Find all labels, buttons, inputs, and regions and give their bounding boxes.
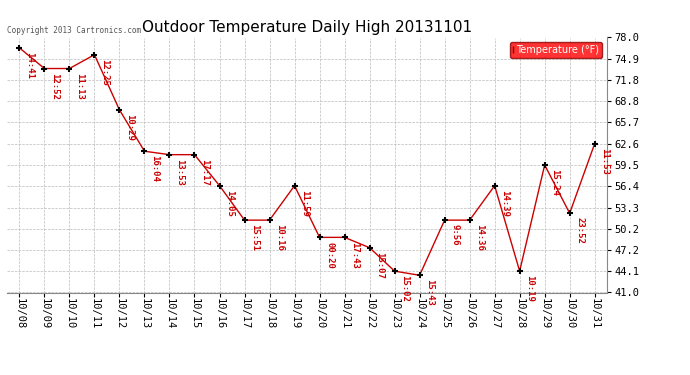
Text: 15:43: 15:43 [425, 279, 434, 306]
Text: 12:25: 12:25 [100, 59, 109, 86]
Text: 14:39: 14:39 [500, 190, 509, 217]
Text: 23:52: 23:52 [575, 217, 584, 244]
Text: 9:56: 9:56 [450, 224, 459, 246]
Text: 17:17: 17:17 [200, 159, 209, 186]
Text: 11:13: 11:13 [75, 73, 84, 99]
Text: 15:24: 15:24 [550, 169, 559, 196]
Text: 10:29: 10:29 [125, 114, 134, 141]
Text: 16:04: 16:04 [150, 155, 159, 182]
Text: Copyright 2013 Cartronics.com: Copyright 2013 Cartronics.com [7, 26, 141, 35]
Text: 10:19: 10:19 [525, 275, 534, 302]
Text: 11:53: 11:53 [600, 148, 609, 175]
Text: 14:36: 14:36 [475, 224, 484, 251]
Text: 13:53: 13:53 [175, 159, 184, 186]
Text: 00:20: 00:20 [325, 242, 334, 268]
Text: 15:07: 15:07 [375, 252, 384, 279]
Text: 11:59: 11:59 [300, 190, 309, 217]
Text: 14:05: 14:05 [225, 190, 234, 217]
Text: 12:52: 12:52 [50, 73, 59, 99]
Text: 15:02: 15:02 [400, 275, 409, 302]
Text: 10:16: 10:16 [275, 224, 284, 251]
Legend: Temperature (°F): Temperature (°F) [510, 42, 602, 58]
Text: 15:51: 15:51 [250, 224, 259, 251]
Text: 17:43: 17:43 [350, 242, 359, 268]
Title: Outdoor Temperature Daily High 20131101: Outdoor Temperature Daily High 20131101 [142, 20, 472, 35]
Text: 14:41: 14:41 [25, 52, 34, 79]
